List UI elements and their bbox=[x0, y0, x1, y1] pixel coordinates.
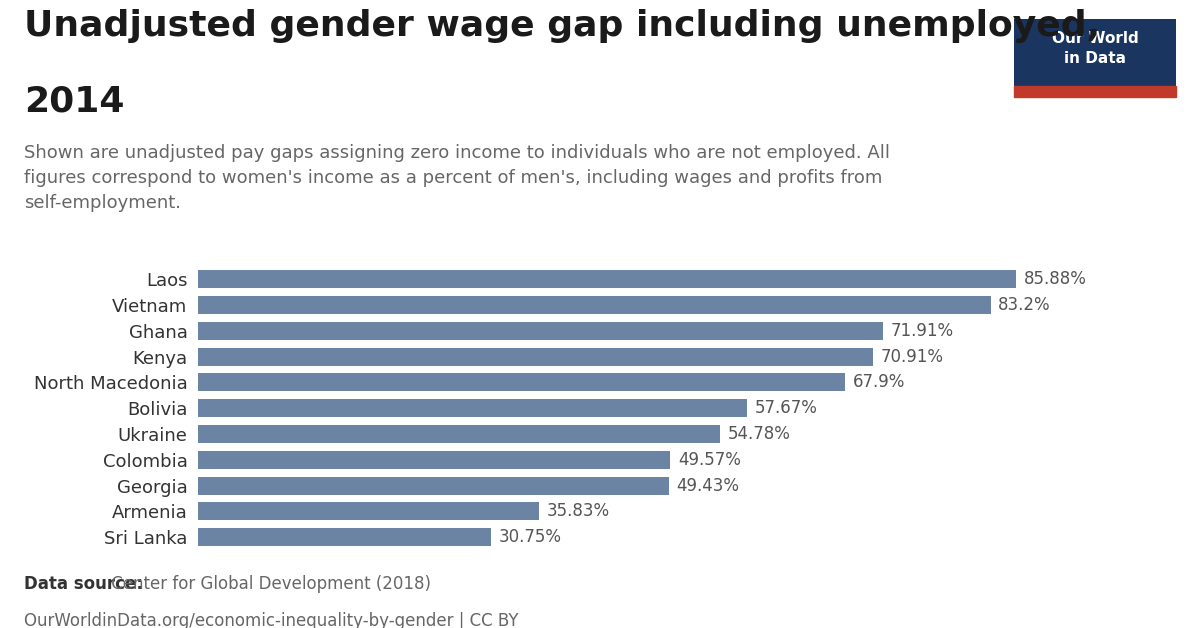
Bar bbox=[198, 322, 883, 340]
Bar bbox=[198, 425, 720, 443]
Text: 70.91%: 70.91% bbox=[881, 348, 944, 365]
Text: 57.67%: 57.67% bbox=[755, 399, 818, 417]
Bar bbox=[198, 502, 539, 521]
Text: Unadjusted gender wage gap including unemployed,: Unadjusted gender wage gap including une… bbox=[24, 9, 1100, 43]
Text: OurWorldinData.org/economic-inequality-by-gender | CC BY: OurWorldinData.org/economic-inequality-b… bbox=[24, 612, 518, 628]
Bar bbox=[198, 477, 668, 495]
Bar bbox=[198, 399, 748, 417]
Bar bbox=[198, 528, 491, 546]
Text: Our World
in Data: Our World in Data bbox=[1051, 31, 1139, 66]
Text: 54.78%: 54.78% bbox=[727, 425, 791, 443]
Text: 83.2%: 83.2% bbox=[998, 296, 1051, 314]
Bar bbox=[198, 451, 670, 469]
Text: Shown are unadjusted pay gaps assigning zero income to individuals who are not e: Shown are unadjusted pay gaps assigning … bbox=[24, 144, 890, 212]
Text: 49.57%: 49.57% bbox=[678, 451, 740, 468]
Text: 49.43%: 49.43% bbox=[677, 477, 739, 495]
Text: Center for Global Development (2018): Center for Global Development (2018) bbox=[107, 575, 431, 593]
Text: 67.9%: 67.9% bbox=[852, 374, 905, 391]
Text: 85.88%: 85.88% bbox=[1024, 270, 1086, 288]
Bar bbox=[198, 296, 990, 314]
Text: 2014: 2014 bbox=[24, 85, 125, 119]
Bar bbox=[198, 374, 845, 391]
Text: Data source:: Data source: bbox=[24, 575, 143, 593]
Bar bbox=[1014, 85, 1176, 97]
Bar bbox=[198, 347, 874, 365]
Text: 30.75%: 30.75% bbox=[498, 528, 562, 546]
Bar bbox=[198, 270, 1016, 288]
Text: 71.91%: 71.91% bbox=[890, 322, 954, 340]
Text: 35.83%: 35.83% bbox=[547, 502, 610, 521]
